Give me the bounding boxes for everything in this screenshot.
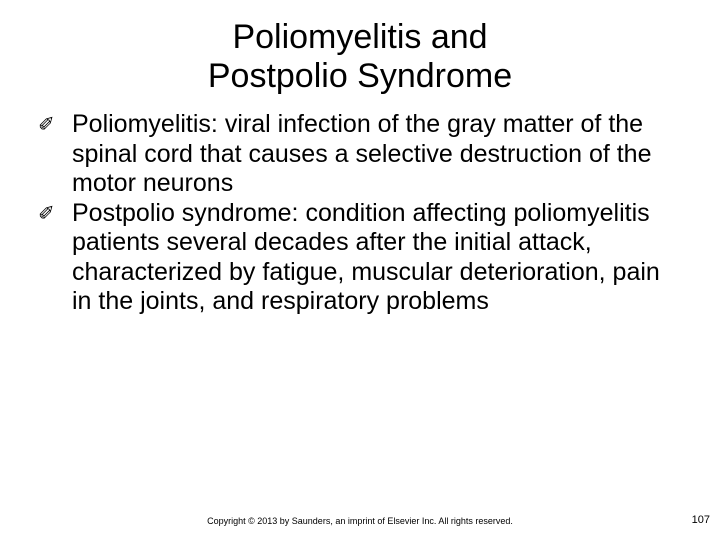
bullet-text: Postpolio syndrome: condition affecting … (72, 199, 684, 317)
bullet-icon: ✐ (36, 110, 72, 140)
slide-title: Poliomyelitis and Postpolio Syndrome (28, 18, 692, 96)
bullet-icon: ✐ (36, 199, 72, 229)
title-line-1: Poliomyelitis and (28, 18, 692, 57)
footer: Copyright © 2013 by Saunders, an imprint… (0, 516, 720, 526)
bullet-text: Poliomyelitis: viral infection of the gr… (72, 110, 684, 199)
list-item: ✐ Poliomyelitis: viral infection of the … (36, 110, 684, 199)
page-number: 107 (692, 514, 710, 526)
content-body: ✐ Poliomyelitis: viral infection of the … (28, 110, 692, 317)
title-line-2: Postpolio Syndrome (28, 57, 692, 96)
list-item: ✐ Postpolio syndrome: condition affectin… (36, 199, 684, 317)
slide: Poliomyelitis and Postpolio Syndrome ✐ P… (0, 0, 720, 540)
copyright-text: Copyright © 2013 by Saunders, an imprint… (0, 516, 720, 526)
